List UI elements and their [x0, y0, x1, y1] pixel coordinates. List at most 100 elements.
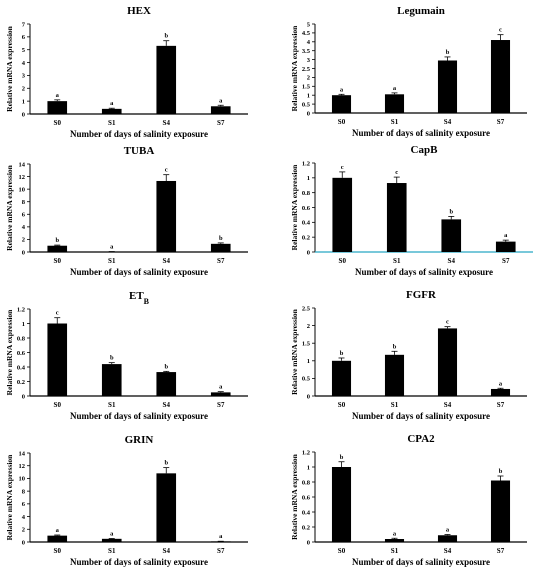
chart-5-category-S0: S0	[338, 401, 346, 409]
chart-7-category-S7: S7	[497, 547, 505, 555]
chart-1-ytick-label-10: 5	[307, 21, 311, 28]
chart-2: TUBA 0 2 4 6 8 10 12 14 b S0 a S1 c S4 b S7 Number of day…	[5, 145, 248, 277]
chart-4-ytick-label-1: 0.2	[17, 379, 25, 386]
chart-5-category-S4: S4	[444, 401, 452, 409]
chart-4-ytick-label-0: 0	[22, 393, 25, 400]
chart-3-title: CapB	[411, 144, 439, 156]
chart-5-bar-S1	[384, 354, 405, 396]
chart-0-bar-S7	[210, 106, 231, 114]
chart-7-sig-S1: a	[393, 530, 397, 537]
chart-4-sig-S1: b	[110, 355, 114, 362]
chart-1-ytick-label-1: 0.5	[302, 101, 311, 108]
chart-7-category-S0: S0	[338, 547, 346, 555]
chart-0-category-S0: S0	[54, 119, 62, 127]
chart-1-ytick-label-6: 3	[307, 57, 311, 64]
chart-6-category-S7: S7	[217, 547, 225, 555]
chart-7-ytick-label-0: 0	[307, 539, 310, 546]
chart-0-bar-S4	[156, 45, 177, 114]
chart-1-bar-S4	[437, 60, 458, 113]
chart-5-ytick-label-5: 2.5	[302, 305, 311, 312]
chart-1-xlabel: Number of days of salinity exposure	[352, 128, 490, 138]
chart-7-ytick-label-6: 1.2	[302, 449, 310, 456]
chart-2-sig-S1: a	[110, 244, 114, 251]
chart-6-ytick-label-5: 10	[19, 476, 26, 483]
chart-7-xlabel: Number of days of salinity exposure	[352, 557, 490, 567]
chart-5: FGFR 0 0.5 1 1.5 2 2.5 b S0 b S1 c S4 a S7 Number of da…	[290, 289, 527, 421]
chart-6-ytick-label-6: 12	[19, 463, 26, 470]
chart-4-ytick-label-2: 0.4	[17, 364, 26, 371]
chart-4-bar-S1	[101, 364, 122, 396]
chart-3-category-S4: S4	[448, 257, 456, 265]
chart-6-ytick-label-2: 4	[22, 514, 26, 521]
chart-6-category-S1: S1	[108, 547, 116, 555]
chart-3-ytick-label-3: 0.6	[302, 205, 311, 212]
chart-3-xlabel: Number of days of salinity exposure	[355, 267, 493, 277]
chart-0-sig-S4: b	[164, 33, 168, 40]
chart-1-bar-S7	[490, 40, 511, 113]
chart-4-xlabel: Number of days of salinity exposure	[70, 411, 208, 421]
chart-7-bar-S4	[437, 535, 458, 542]
chart-5-sig-S1: b	[393, 343, 397, 350]
chart-1-ytick-label-9: 4.5	[302, 30, 311, 37]
chart-6-sig-S0: a	[56, 527, 60, 534]
chart-0-ytick-label-1: 1	[22, 98, 25, 105]
chart-7-ytick-label-5: 1	[307, 464, 310, 471]
chart-6-ytick-label-7: 14	[19, 450, 26, 457]
chart-0-ytick-label-2: 2	[22, 86, 25, 93]
chart-3-ytick-label-0: 0	[307, 249, 310, 256]
chart-0-sig-S1: a	[110, 100, 114, 107]
chart-0-sig-S7: a	[219, 97, 223, 104]
chart-0-ytick-label-5: 5	[22, 47, 26, 54]
chart-6-sig-S7: a	[219, 533, 223, 540]
chart-6-ytick-label-1: 2	[22, 527, 25, 534]
chart-4-category-S4: S4	[163, 401, 171, 409]
chart-2-ytick-label-0: 0	[22, 249, 25, 256]
chart-0-ytick-label-4: 4	[22, 60, 26, 67]
chart-0-ytick-label-7: 7	[22, 21, 26, 28]
chart-5-sig-S4: c	[446, 319, 449, 326]
chart-6-ytick-label-3: 6	[22, 501, 26, 508]
chart-7-ylabel: Relative mRNA expression	[290, 453, 299, 540]
chart-5-bar-S7	[490, 388, 511, 396]
chart-3-ytick-label-2: 0.4	[302, 220, 311, 227]
chart-5-category-S1: S1	[391, 401, 399, 409]
chart-2-ytick-label-7: 14	[19, 161, 26, 168]
chart-0-ytick-label-6: 6	[22, 34, 26, 41]
chart-2-ytick-label-4: 8	[22, 199, 26, 206]
chart-1-sig-S7: c	[499, 27, 502, 34]
chart-3-category-S1: S1	[393, 257, 401, 265]
chart-6-category-S4: S4	[163, 547, 171, 555]
chart-0-bar-S0	[47, 101, 68, 114]
chart-4-category-S1: S1	[108, 401, 116, 409]
chart-2-ytick-label-2: 4	[22, 224, 26, 231]
chart-5-ytick-label-0: 0	[307, 393, 310, 400]
chart-5-sig-S0: b	[340, 350, 344, 357]
chart-6-ylabel: Relative mRNA expression	[5, 454, 14, 541]
chart-1-category-S4: S4	[444, 118, 452, 126]
chart-0-category-S4: S4	[163, 119, 171, 127]
chart-3-bar-S4	[441, 219, 462, 252]
chart-6-ytick-label-4: 8	[22, 488, 26, 495]
chart-4-ytick-label-6: 1.2	[17, 306, 25, 313]
chart-4: ETB 0 0.2 0.4 0.6 0.8 1 1.2 c S0 b S1 b S4 a S7 Number o…	[5, 290, 248, 421]
chart-5-xlabel: Number of days of salinity exposure	[352, 411, 490, 421]
chart-6-bar-S1	[101, 538, 122, 542]
chart-4-sig-S4: b	[164, 363, 168, 370]
chart-3-sig-S1: c	[395, 169, 398, 176]
chart-4-category-S7: S7	[217, 401, 225, 409]
chart-6-bar-S7	[210, 541, 231, 542]
chart-1: Legumain 0 0.51 1.5 2 2.5 3 3.5 4 4.5 5 a S0 a S1 b S4 c S…	[290, 5, 527, 138]
chart-0-title: HEX	[127, 5, 151, 17]
chart-4-sig-S7: a	[219, 384, 223, 391]
chart-1-ytick-label-7: 3.5	[302, 48, 311, 55]
chart-2-category-S1: S1	[108, 257, 116, 265]
chart-1-ylabel: Relative mRNA expression	[290, 25, 299, 112]
chart-4-bar-S4	[156, 372, 177, 396]
chart-7: CPA2 0 0.2 0.4 0.6 0.8 1 1.2 b S0 a S1 a S4 b S7 Number …	[290, 433, 527, 567]
chart-2-ytick-label-3: 6	[22, 212, 26, 219]
chart-6-title: GRIN	[125, 434, 154, 446]
chart-3-sig-S4: b	[449, 208, 453, 215]
chart-3-bar-S7	[495, 241, 516, 252]
chart-3-ylabel: Relative mRNA expression	[290, 164, 299, 251]
chart-6-category-S0: S0	[54, 547, 62, 555]
